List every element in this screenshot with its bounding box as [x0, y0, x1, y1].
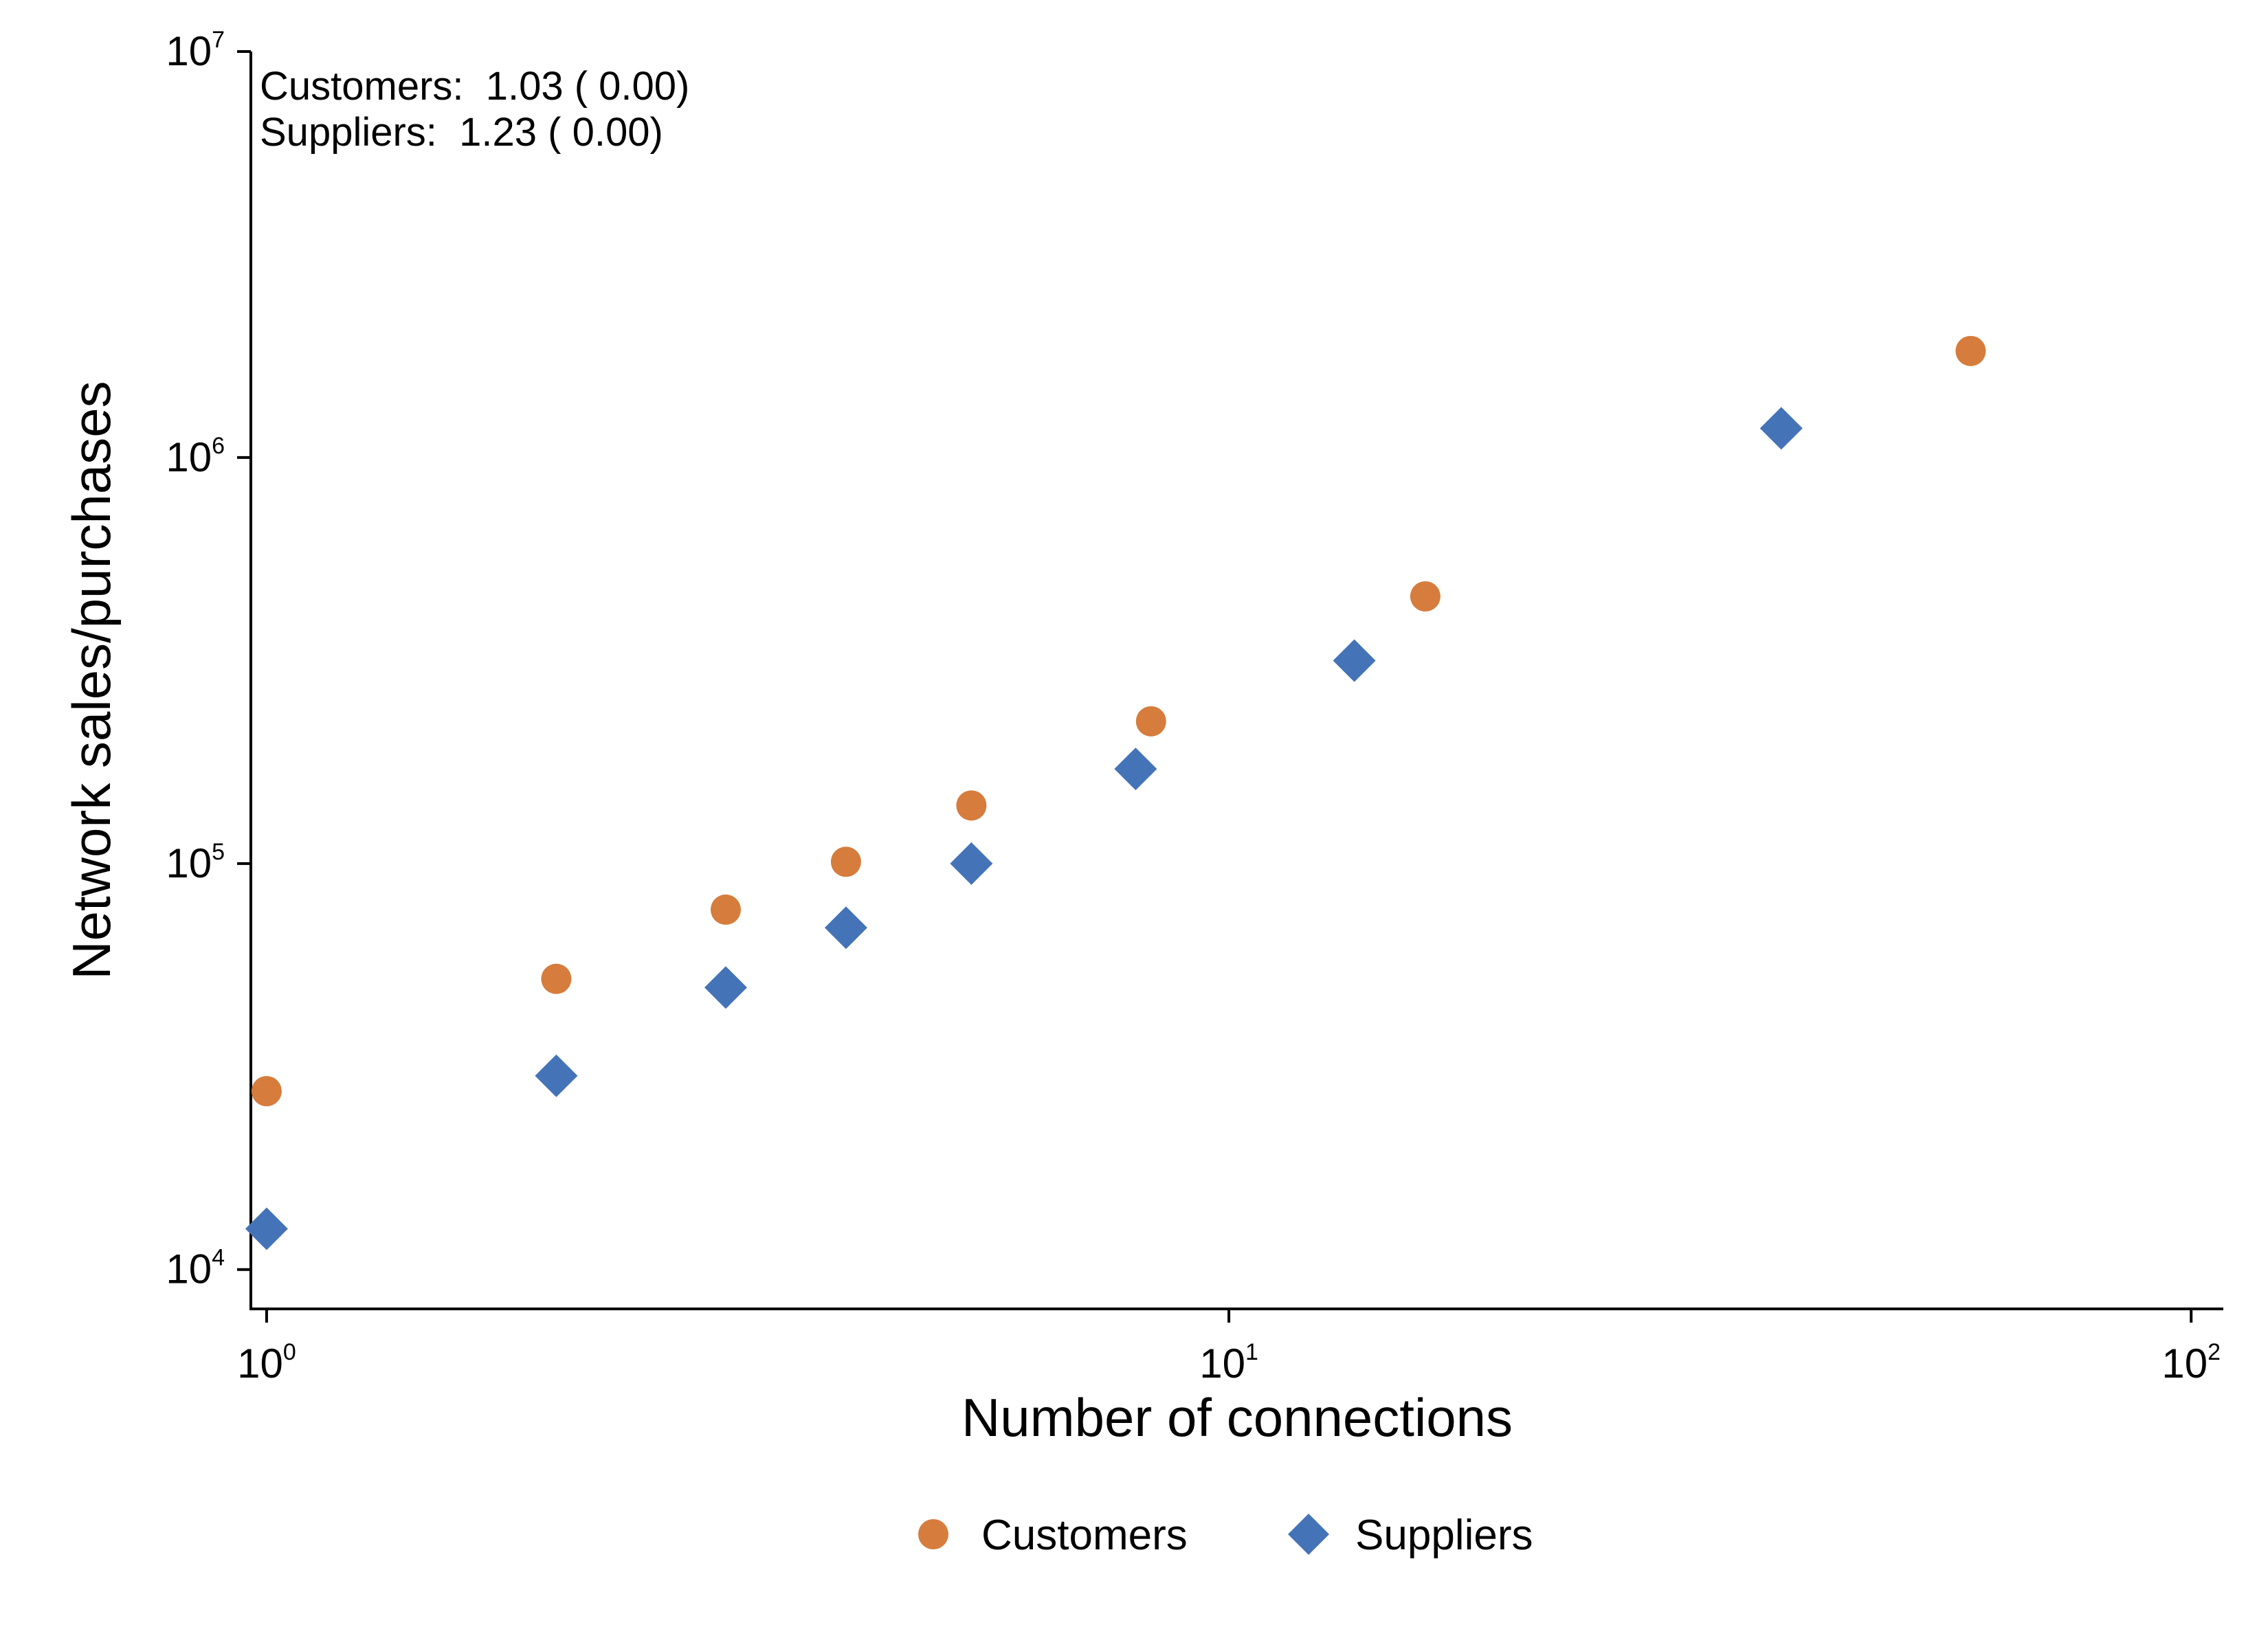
suppliers-point-4 — [950, 842, 993, 885]
y-tick-label-2: 106 — [166, 433, 225, 480]
x-tick-label-0: 100 — [237, 1339, 296, 1387]
axes — [249, 52, 2223, 1310]
customers-point-5 — [1135, 706, 1166, 737]
customers-point-1 — [541, 963, 572, 994]
customers-stat: Customers: 1.03 ( 0.00) — [260, 64, 689, 109]
legend-marker-suppliers — [1288, 1514, 1329, 1555]
y-ticks: 104 105 106 107 — [166, 27, 251, 1292]
legend-marker-customers — [918, 1519, 948, 1549]
suppliers-point-7 — [1759, 407, 1803, 450]
suppliers-point-0 — [245, 1207, 288, 1250]
suppliers-point-5 — [1114, 748, 1157, 791]
x-tick-label-1: 101 — [1199, 1339, 1258, 1387]
x-axis-title: Number of connections — [961, 1387, 1513, 1448]
suppliers-point-6 — [1333, 639, 1376, 682]
y-tick-label-0: 104 — [166, 1245, 225, 1292]
y-tick-label-1: 105 — [166, 839, 225, 886]
legend: Customers Suppliers — [918, 1512, 1533, 1559]
x-ticks: 100 101 102 — [237, 1309, 2221, 1387]
legend-label-customers: Customers — [981, 1512, 1188, 1559]
x-tick-label-2: 102 — [2161, 1339, 2221, 1387]
suppliers-stat: Suppliers: 1.23 ( 0.00) — [260, 110, 663, 155]
stats-annotation: Customers: 1.03 ( 0.00) Suppliers: 1.23 … — [260, 64, 689, 155]
suppliers-point-2 — [704, 966, 747, 1009]
y-axis-title: Network sales/purchases — [61, 381, 122, 979]
customers-point-4 — [956, 790, 987, 821]
suppliers-point-1 — [535, 1054, 578, 1097]
customers-point-0 — [251, 1076, 282, 1107]
customers-point-2 — [710, 894, 741, 925]
customers-point-7 — [1955, 335, 1986, 366]
customers-point-6 — [1410, 581, 1441, 612]
y-tick-label-3: 107 — [166, 27, 225, 74]
data-points — [245, 335, 1986, 1250]
suppliers-point-3 — [824, 906, 867, 950]
customers-point-3 — [830, 846, 861, 877]
legend-label-suppliers: Suppliers — [1355, 1512, 1533, 1559]
